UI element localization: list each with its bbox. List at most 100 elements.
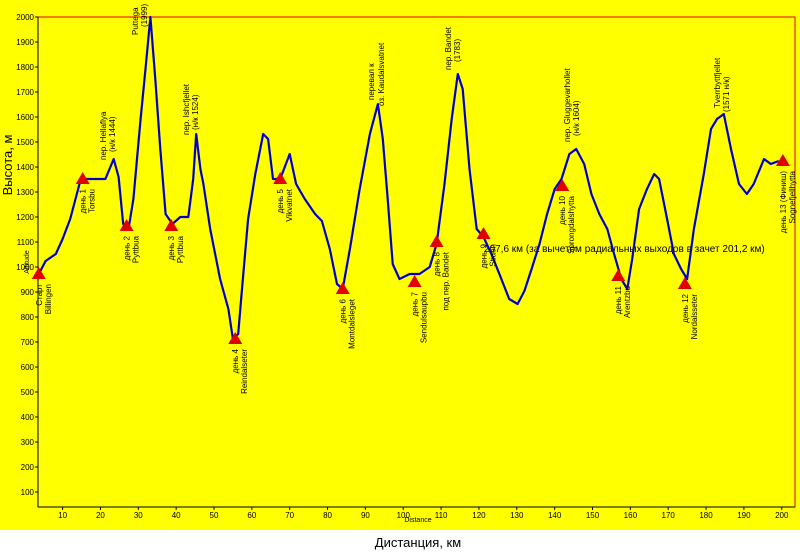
x-tick-label: 40 [172,511,181,520]
y-tick-label: 1500 [16,138,34,147]
elevation-line [37,15,780,341]
peak-label: пер. Gluggevarhollet [563,68,572,142]
y-tick-label: 200 [21,463,35,472]
y-tick-label: 1700 [16,88,34,97]
y-axis-label: Altitude [24,250,31,273]
y-tick-label: 900 [21,288,35,297]
stop-label: день 7 [411,291,420,316]
stop-marker [775,154,790,166]
stop-marker [429,235,444,247]
peak-label: пер. Bandet [444,26,453,70]
y-tick-label: 100 [21,488,35,497]
peak-label: (н/к 1604) [572,100,581,136]
x-tick-label: 70 [285,511,294,520]
stop-label: день 11 [614,285,623,314]
y-tick-label: 400 [21,413,35,422]
stop-marker [228,332,243,344]
stop-marker [273,172,288,184]
peak-label: перевал к [367,63,376,100]
x-tick-label: 10 [58,511,67,520]
x-tick-label: 160 [624,511,638,520]
peak-label: пер. Hellaflya [99,111,108,160]
peak-labels: Puttega (1999) пер. Hellaflya (н/к 1444)… [99,4,731,160]
stop-label: день 1 [79,188,88,213]
stop-label: день 8 [433,251,442,276]
x-tick-label: 60 [247,511,256,520]
stop-label: Montdalsleget [348,298,357,349]
y-tick-label: 1900 [16,38,34,47]
y-tick-label: 1600 [16,113,34,122]
peak-label: (1999) [140,4,149,27]
stop-label: день 12 [681,293,690,322]
x-tick-label: 120 [472,511,486,520]
stop-label: Старт [35,284,44,306]
stop-label: Billingen [44,284,53,314]
stop-marker [31,267,46,279]
y-tick-label: 600 [21,363,35,372]
stop-label: Pyttbua [132,235,141,263]
x-tick-label: 20 [96,511,105,520]
x-tick-label: 110 [435,511,448,520]
x-tick-label: 150 [586,511,600,520]
x-tick-label: 130 [510,511,524,520]
y-tick-label: 1100 [17,238,35,247]
stop-label: под пер. Bandet [442,251,451,310]
y-tick-label: 800 [21,313,35,322]
y-tick-label: 500 [21,388,35,397]
stop-label: Sendulsaupbu [420,292,429,343]
peak-label: пер. Ishcfjellet [182,83,191,135]
stop-label: Stiaen [488,244,497,267]
x-tick-label: 180 [699,511,713,520]
stop-label: день 10 [558,195,567,224]
stop-label: день 2 [123,235,132,260]
stop-label: день 9 [479,243,488,268]
y-title: Высота, м [0,135,15,196]
peak-label: Puttega [131,7,140,35]
peak-label: оз. Kaudalsvatnet [377,42,386,106]
stop-marker [555,179,570,191]
y-tick-label: 700 [21,338,35,347]
stop-label: Arentzbu [623,286,632,318]
stop-marker [677,277,692,289]
x-axis-label: Distance [404,517,431,524]
peak-label: (1571 н/к) [722,76,731,112]
stop-label: Sprongdalshytta [567,195,576,253]
x-tick-label: 200 [775,511,789,520]
stop-marker [335,282,350,294]
stop-label: Sognefjellhytta [788,170,797,223]
peak-label: Tverrbyttfjellet [713,57,722,108]
x-tick-label: 100 [397,511,411,520]
y-tick-label: 1200 [16,213,34,222]
x-tick-label: 90 [361,511,370,520]
stop-label: день 4 [231,348,240,373]
stop-label: Reindalseter [240,349,249,394]
stop-marker [119,219,134,231]
y-tick-label: 1800 [16,63,34,72]
stop-label: день 6 [339,298,348,323]
x-tick-label: 30 [134,511,143,520]
y-tick-label: 1400 [16,163,34,172]
y-tick-label: 2000 [16,13,34,22]
x-tick-label: 80 [323,511,332,520]
stop-marker [164,219,179,231]
stop-marker [75,172,90,184]
y-tick-label: 1000 [16,263,34,272]
stop-label: день 13 (Финиш) [779,171,788,234]
x-title: Дистанция, км [375,535,461,550]
stop-marker [476,227,491,239]
y-tick-label: 300 [21,438,35,447]
x-tick-label: 50 [210,511,219,520]
stop-label: Nordalsseter [690,294,699,340]
peak-label: (н/к 1524) [191,94,200,130]
stop-label: день 3 [167,235,176,260]
y-tick-label: 1300 [16,188,34,197]
stop-marker [611,269,626,281]
stop-label: Pyttbua [176,235,185,263]
annotation: 207,6 км (за вычетом радиальных выходов … [484,244,765,255]
stop-marker [407,275,422,287]
x-tick-label: 170 [662,511,676,520]
peak-label: (1783) [453,39,462,62]
peak-label: (н/к 1444) [108,116,117,152]
x-tick-label: 140 [548,511,562,520]
